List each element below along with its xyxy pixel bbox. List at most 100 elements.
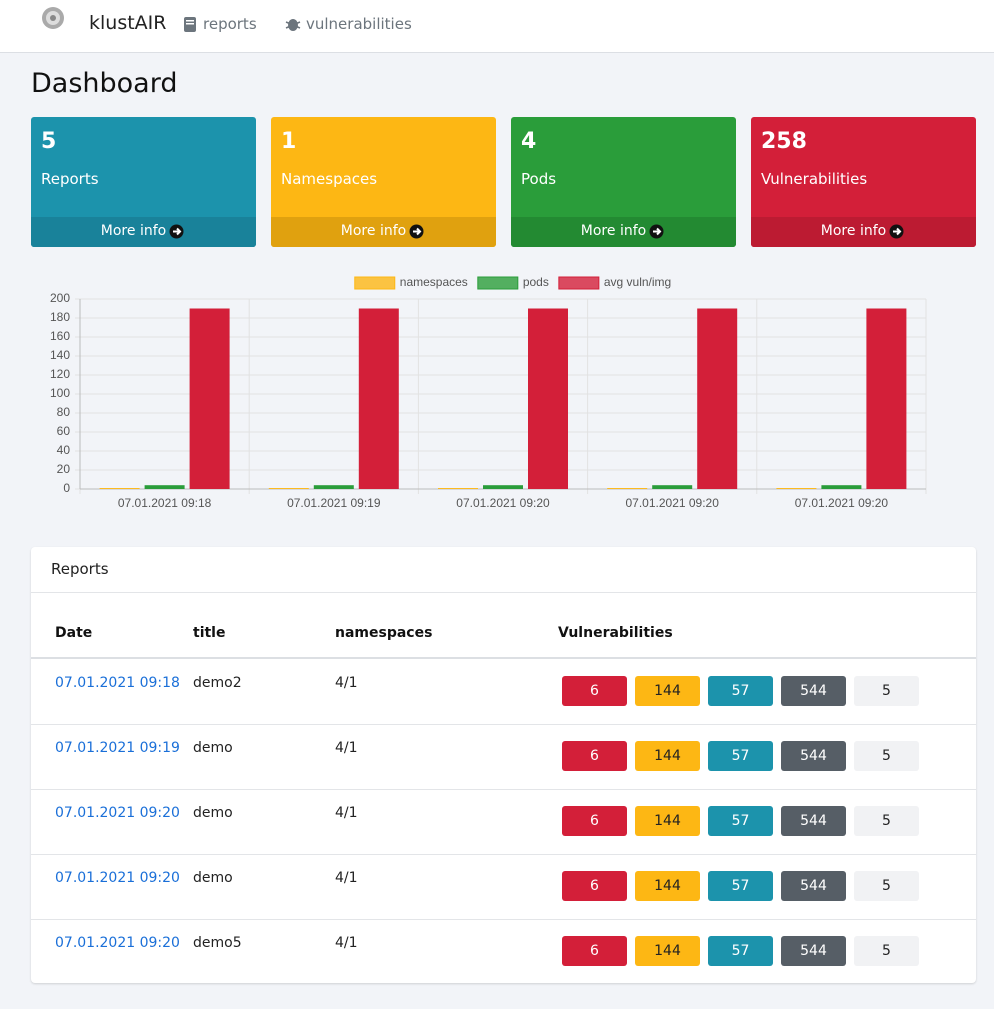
report-namespaces: 4/1 bbox=[335, 675, 358, 691]
stat-value: 5 bbox=[41, 129, 57, 154]
page-title: Dashboard bbox=[31, 68, 178, 99]
report-namespaces: 4/1 bbox=[335, 740, 358, 756]
chart: 0 20 40 60 80 100 120 140 160 180 200 07.01.2021 09… bbox=[50, 275, 927, 510]
bar bbox=[268, 488, 309, 489]
vuln-badge: 6 bbox=[562, 871, 627, 901]
legend-swatch bbox=[558, 276, 600, 290]
vuln-badge: 544 bbox=[781, 871, 846, 901]
navbar: klustAIR reports vulnerabilities bbox=[0, 0, 994, 53]
vuln-badge: 57 bbox=[708, 871, 773, 901]
vuln-badge: 144 bbox=[635, 936, 700, 966]
row-divider bbox=[31, 789, 976, 790]
logo[interactable] bbox=[40, 6, 66, 36]
vuln-badge: 57 bbox=[708, 741, 773, 771]
legend-label: namespaces bbox=[400, 275, 468, 289]
reports-title: Reports bbox=[51, 560, 109, 578]
report-namespaces: 4/1 bbox=[335, 870, 358, 886]
vuln-badge: 544 bbox=[781, 806, 846, 836]
vuln-badge: 5 bbox=[854, 936, 919, 966]
legend-swatch bbox=[354, 276, 396, 290]
row-divider bbox=[31, 854, 976, 855]
row-divider bbox=[31, 724, 976, 725]
stat-card: 258 Vulnerabilities More info bbox=[751, 117, 976, 247]
y-tick-label: 40 bbox=[57, 443, 71, 457]
vuln-badge: 6 bbox=[562, 936, 627, 966]
report-date[interactable]: 07.01.2021 09:20 bbox=[55, 870, 180, 886]
card-footer[interactable]: More info bbox=[511, 217, 736, 247]
row-divider bbox=[31, 919, 976, 920]
bar bbox=[528, 308, 568, 489]
arrow-icon bbox=[169, 224, 184, 239]
y-tick-label: 180 bbox=[50, 310, 70, 324]
bar bbox=[189, 308, 230, 489]
bar bbox=[313, 485, 354, 489]
y-tick-label: 80 bbox=[57, 405, 71, 419]
vuln-badge: 544 bbox=[781, 741, 846, 771]
vuln-badge: 5 bbox=[854, 676, 919, 706]
vuln-badge: 57 bbox=[708, 806, 773, 836]
reports-icon bbox=[184, 17, 196, 32]
report-title: demo5 bbox=[193, 935, 242, 951]
report-namespaces: 4/1 bbox=[335, 805, 358, 821]
x-tick-label: 07.01.2021 09:20 bbox=[795, 496, 889, 510]
vuln-badge: 144 bbox=[635, 741, 700, 771]
reports-card: Reports Date title namespaces Vulnerabiliti… bbox=[31, 547, 976, 983]
y-tick-label: 20 bbox=[57, 462, 71, 476]
x-tick-label: 07.01.2021 09:20 bbox=[456, 496, 550, 510]
card-footer[interactable]: More info bbox=[751, 217, 976, 247]
report-title: demo bbox=[193, 805, 233, 821]
nav-link[interactable]: vulnerabilities bbox=[306, 15, 412, 33]
column-header: namespaces bbox=[335, 625, 433, 641]
vuln-badge: 144 bbox=[635, 871, 700, 901]
stat-label: Pods bbox=[521, 170, 557, 188]
vuln-badge: 57 bbox=[708, 936, 773, 966]
report-date[interactable]: 07.01.2021 09:18 bbox=[55, 675, 180, 691]
more-info[interactable]: More info bbox=[100, 223, 167, 239]
report-date[interactable]: 07.01.2021 09:20 bbox=[55, 935, 180, 951]
stat-card: 1 Namespaces More info bbox=[271, 117, 496, 247]
brand[interactable]: klustAIR bbox=[89, 12, 167, 34]
column-header: title bbox=[193, 625, 226, 641]
y-tick-label: 60 bbox=[57, 424, 71, 438]
bug-icon bbox=[285, 19, 301, 31]
bar bbox=[144, 485, 185, 489]
report-namespaces: 4/1 bbox=[335, 935, 358, 951]
vuln-badge: 144 bbox=[635, 806, 700, 836]
legend-swatch bbox=[477, 276, 519, 290]
vuln-badge: 6 bbox=[562, 741, 627, 771]
more-info[interactable]: More info bbox=[820, 223, 887, 239]
more-info[interactable]: More info bbox=[340, 223, 407, 239]
y-tick-label: 120 bbox=[50, 367, 70, 381]
stat-card: 4 Pods More info bbox=[511, 117, 736, 247]
bar bbox=[697, 308, 738, 489]
vuln-badge: 6 bbox=[562, 806, 627, 836]
vuln-badge: 544 bbox=[781, 936, 846, 966]
stat-card: 5 Reports More info bbox=[31, 117, 256, 247]
legend-label: pods bbox=[523, 275, 549, 289]
bar bbox=[483, 485, 523, 489]
arrow-icon bbox=[649, 224, 664, 239]
bar bbox=[652, 485, 693, 489]
stat-label: Namespaces bbox=[281, 170, 378, 188]
more-info[interactable]: More info bbox=[580, 223, 647, 239]
x-tick-label: 07.01.2021 09:20 bbox=[625, 496, 719, 510]
bar bbox=[358, 308, 399, 489]
bar bbox=[438, 488, 478, 489]
stat-value: 1 bbox=[281, 129, 297, 154]
report-date[interactable]: 07.01.2021 09:19 bbox=[55, 740, 180, 756]
divider bbox=[31, 592, 976, 593]
stat-label: Reports bbox=[41, 170, 99, 188]
legend-label: avg vuln/img bbox=[604, 275, 671, 289]
stat-label: Vulnerabilities bbox=[761, 170, 868, 188]
x-tick-label: 07.01.2021 09:19 bbox=[287, 496, 381, 510]
report-date[interactable]: 07.01.2021 09:20 bbox=[55, 805, 180, 821]
report-title: demo bbox=[193, 740, 233, 756]
vuln-badge: 5 bbox=[854, 806, 919, 836]
bar bbox=[866, 308, 907, 489]
card-footer[interactable]: More info bbox=[31, 217, 256, 247]
card-footer[interactable]: More info bbox=[271, 217, 496, 247]
bar bbox=[776, 488, 817, 489]
y-tick-label: 160 bbox=[50, 329, 70, 343]
nav-link[interactable]: reports bbox=[203, 15, 257, 33]
